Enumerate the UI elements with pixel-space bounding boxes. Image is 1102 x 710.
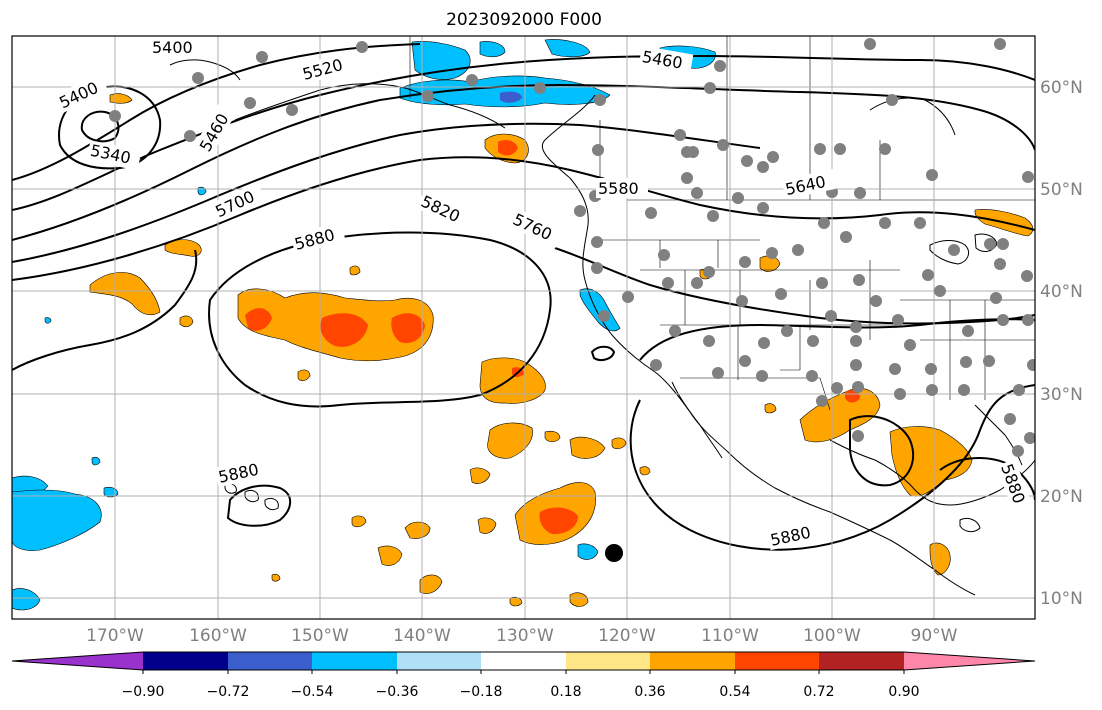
- latitude-labels: 60°N 50°N 40°N 30°N 20°N 10°N: [1040, 78, 1083, 609]
- lon-label: 140°W: [393, 626, 451, 646]
- colorbar-extend-high: [904, 652, 1035, 670]
- lon-label: 170°W: [86, 626, 144, 646]
- colorbar: [11, 651, 1036, 674]
- lat-label: 30°N: [1040, 385, 1083, 405]
- lon-label: 160°W: [189, 626, 247, 646]
- svg-text:5400: 5400: [152, 38, 193, 57]
- colorbar-tick-label: −0.36: [376, 684, 419, 700]
- lon-label: 150°W: [291, 626, 349, 646]
- colorbar-segment: [397, 652, 481, 670]
- colorbar-tick-label: 0.90: [888, 684, 919, 700]
- colorbar-tick-label: 0.18: [550, 684, 581, 700]
- lon-label: 110°W: [701, 626, 759, 646]
- colorbar-extend-low: [12, 652, 143, 670]
- colorbar-segment: [143, 652, 228, 670]
- lon-label: 120°W: [598, 626, 656, 646]
- lat-label: 20°N: [1040, 487, 1083, 507]
- map-title: 2023092000 F000: [446, 10, 602, 30]
- colorbar-tick-label: 0.72: [803, 684, 834, 700]
- lat-label: 50°N: [1040, 180, 1083, 200]
- colorbar-segment: [481, 652, 566, 670]
- lat-label: 40°N: [1040, 282, 1083, 302]
- colorbar-tick-label: −0.90: [122, 684, 165, 700]
- positive-anomaly-areas: [89, 93, 1034, 607]
- observation-stations: [109, 38, 1035, 457]
- colorbar-segment: [566, 652, 650, 670]
- colorbar-tick-label: −0.54: [291, 684, 334, 700]
- colorbar-labels: −0.90 −0.72 −0.54 −0.36 −0.18 0.18 0.36 …: [122, 684, 920, 700]
- lat-label: 10°N: [1040, 589, 1083, 609]
- contour-labels: 5400 5400 5340 5460 5520 5460 5580 5640 …: [53, 37, 1033, 551]
- colorbar-tick-label: 0.36: [634, 684, 665, 700]
- longitude-labels: 170°W 160°W 150°W 140°W 130°W 120°W 110°…: [86, 626, 958, 646]
- colorbar-tick-label: 0.54: [719, 684, 750, 700]
- colorbar-segment: [735, 652, 819, 670]
- colorbar-segment: [650, 652, 735, 670]
- lon-label: 130°W: [496, 626, 554, 646]
- colorbar-tick-label: −0.18: [460, 684, 503, 700]
- lon-label: 90°W: [911, 626, 958, 646]
- lat-lon-gridlines: [12, 36, 1035, 619]
- alaska-negative-core: [500, 91, 522, 103]
- highlighted-point-marker: [605, 544, 623, 562]
- coastlines: [169, 59, 1035, 596]
- colorbar-segment: [228, 652, 312, 670]
- colorbar-segment: [312, 652, 397, 670]
- lat-label: 60°N: [1040, 78, 1083, 98]
- colorbar-segment: [819, 652, 904, 670]
- map-frame: [11, 35, 1036, 620]
- lon-label: 100°W: [803, 626, 861, 646]
- colorbar-tick-label: −0.72: [207, 684, 250, 700]
- svg-text:5580: 5580: [598, 179, 639, 198]
